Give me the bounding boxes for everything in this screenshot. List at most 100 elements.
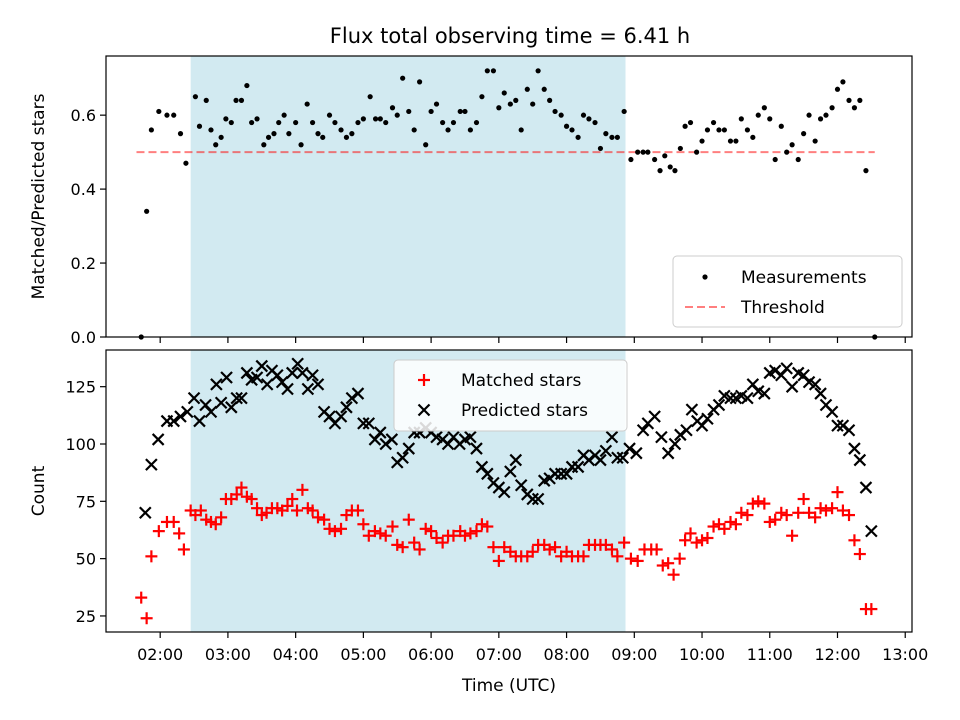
measurement-point	[524, 86, 530, 92]
predicted-point	[334, 410, 348, 423]
measurement-point	[586, 116, 592, 122]
x-b	[311, 378, 325, 391]
measurement-point	[640, 149, 646, 155]
measurement-point	[254, 116, 260, 122]
y-axis-label: Count	[29, 465, 49, 516]
measurement-point	[233, 97, 239, 103]
predicted-point	[514, 478, 528, 492]
matched-point	[194, 504, 207, 517]
y-tick-label: 0.6	[71, 106, 96, 125]
measurement-point	[473, 119, 480, 126]
measurement-point	[767, 116, 773, 122]
x-tick-label: 02:00	[137, 645, 183, 664]
x-b	[306, 368, 319, 382]
measurement-point	[834, 86, 841, 92]
measurement-point	[228, 119, 234, 126]
x-b	[831, 419, 844, 432]
predicted-point	[630, 446, 643, 460]
matched-point	[498, 541, 511, 554]
predicted-point	[616, 451, 630, 465]
matched-point	[251, 502, 264, 515]
matched-point	[605, 543, 618, 556]
x-b	[250, 371, 264, 384]
measurement-point	[171, 112, 177, 118]
legend-matched-marker	[418, 374, 430, 386]
x-b	[594, 453, 607, 467]
x-tick-label: 04:00	[273, 645, 319, 664]
measurement-point	[829, 105, 835, 111]
x-b	[571, 460, 585, 474]
predicted-point	[481, 467, 494, 481]
matched-point	[362, 529, 375, 542]
measurement-point	[716, 127, 722, 133]
predicted-point	[306, 368, 319, 382]
x-b	[819, 398, 833, 412]
matched-point	[786, 529, 799, 542]
measurement-point	[326, 112, 333, 118]
measurement-point	[196, 123, 203, 129]
x-b	[402, 442, 416, 455]
predicted-point	[531, 492, 545, 506]
y-tick-label: 100	[65, 435, 96, 454]
measurement-point	[682, 123, 688, 129]
matched-point	[335, 522, 348, 535]
predicted-point	[362, 417, 376, 430]
measurement-point	[592, 119, 598, 126]
x-b	[475, 460, 489, 474]
x-b	[599, 444, 613, 458]
measurement-point	[597, 145, 604, 152]
matched-point	[611, 550, 624, 563]
predicted-point	[571, 460, 585, 474]
x-b	[825, 405, 839, 419]
x-b	[334, 410, 348, 423]
measurement-point	[428, 108, 434, 115]
measurement-point	[507, 101, 513, 107]
measurement-point	[293, 119, 299, 126]
measurement-point	[338, 127, 344, 133]
matched-point	[152, 525, 165, 538]
matched-point	[843, 509, 856, 522]
measurement-point	[806, 112, 812, 118]
matched-point	[769, 513, 782, 526]
x-axis-label: Time (UTC)	[461, 676, 556, 696]
matched-point	[746, 497, 759, 510]
x-b	[151, 433, 165, 446]
measurement-point	[479, 94, 485, 100]
matched-point	[724, 515, 737, 528]
predicted-point	[174, 410, 187, 423]
matched-point	[391, 538, 404, 551]
predicted-point	[255, 359, 269, 373]
predicted-point	[235, 391, 248, 405]
matched-point	[286, 493, 299, 506]
measurement-point	[801, 131, 807, 137]
measurement-point	[315, 131, 321, 137]
legend-box	[672, 255, 903, 328]
predicted-point	[780, 362, 793, 375]
legend-measurements-label: Measurements	[741, 268, 867, 288]
measurement-point	[846, 97, 852, 103]
x-tick-label: 11:00	[747, 645, 793, 664]
matched-point	[386, 520, 399, 533]
legend: Measurements Threshold	[672, 255, 903, 328]
measurement-point	[727, 138, 734, 144]
measurement-point	[789, 142, 795, 148]
chart-title: Flux total observing time = 6.41 h	[330, 24, 690, 48]
count-panel: 25 50 75 100 125 02:00 03:00 04:00 05:00 06:00 07:…	[29, 349, 928, 696]
predicted-point	[504, 465, 517, 478]
measurement-point	[484, 68, 490, 74]
matched-point	[408, 536, 421, 549]
x-b	[417, 403, 431, 417]
measurement-point	[547, 97, 553, 103]
x-b	[396, 451, 409, 465]
y-tick-label: 25	[76, 607, 96, 626]
predicted-point	[680, 423, 693, 437]
predicted-point	[526, 492, 539, 506]
x-b	[661, 446, 675, 460]
predicted-point	[204, 405, 218, 419]
predicted-point	[385, 433, 399, 446]
predicted-point	[351, 387, 365, 400]
x-b	[605, 430, 619, 444]
x-b	[255, 359, 269, 373]
matched-point	[487, 541, 500, 554]
x-b	[145, 458, 158, 471]
